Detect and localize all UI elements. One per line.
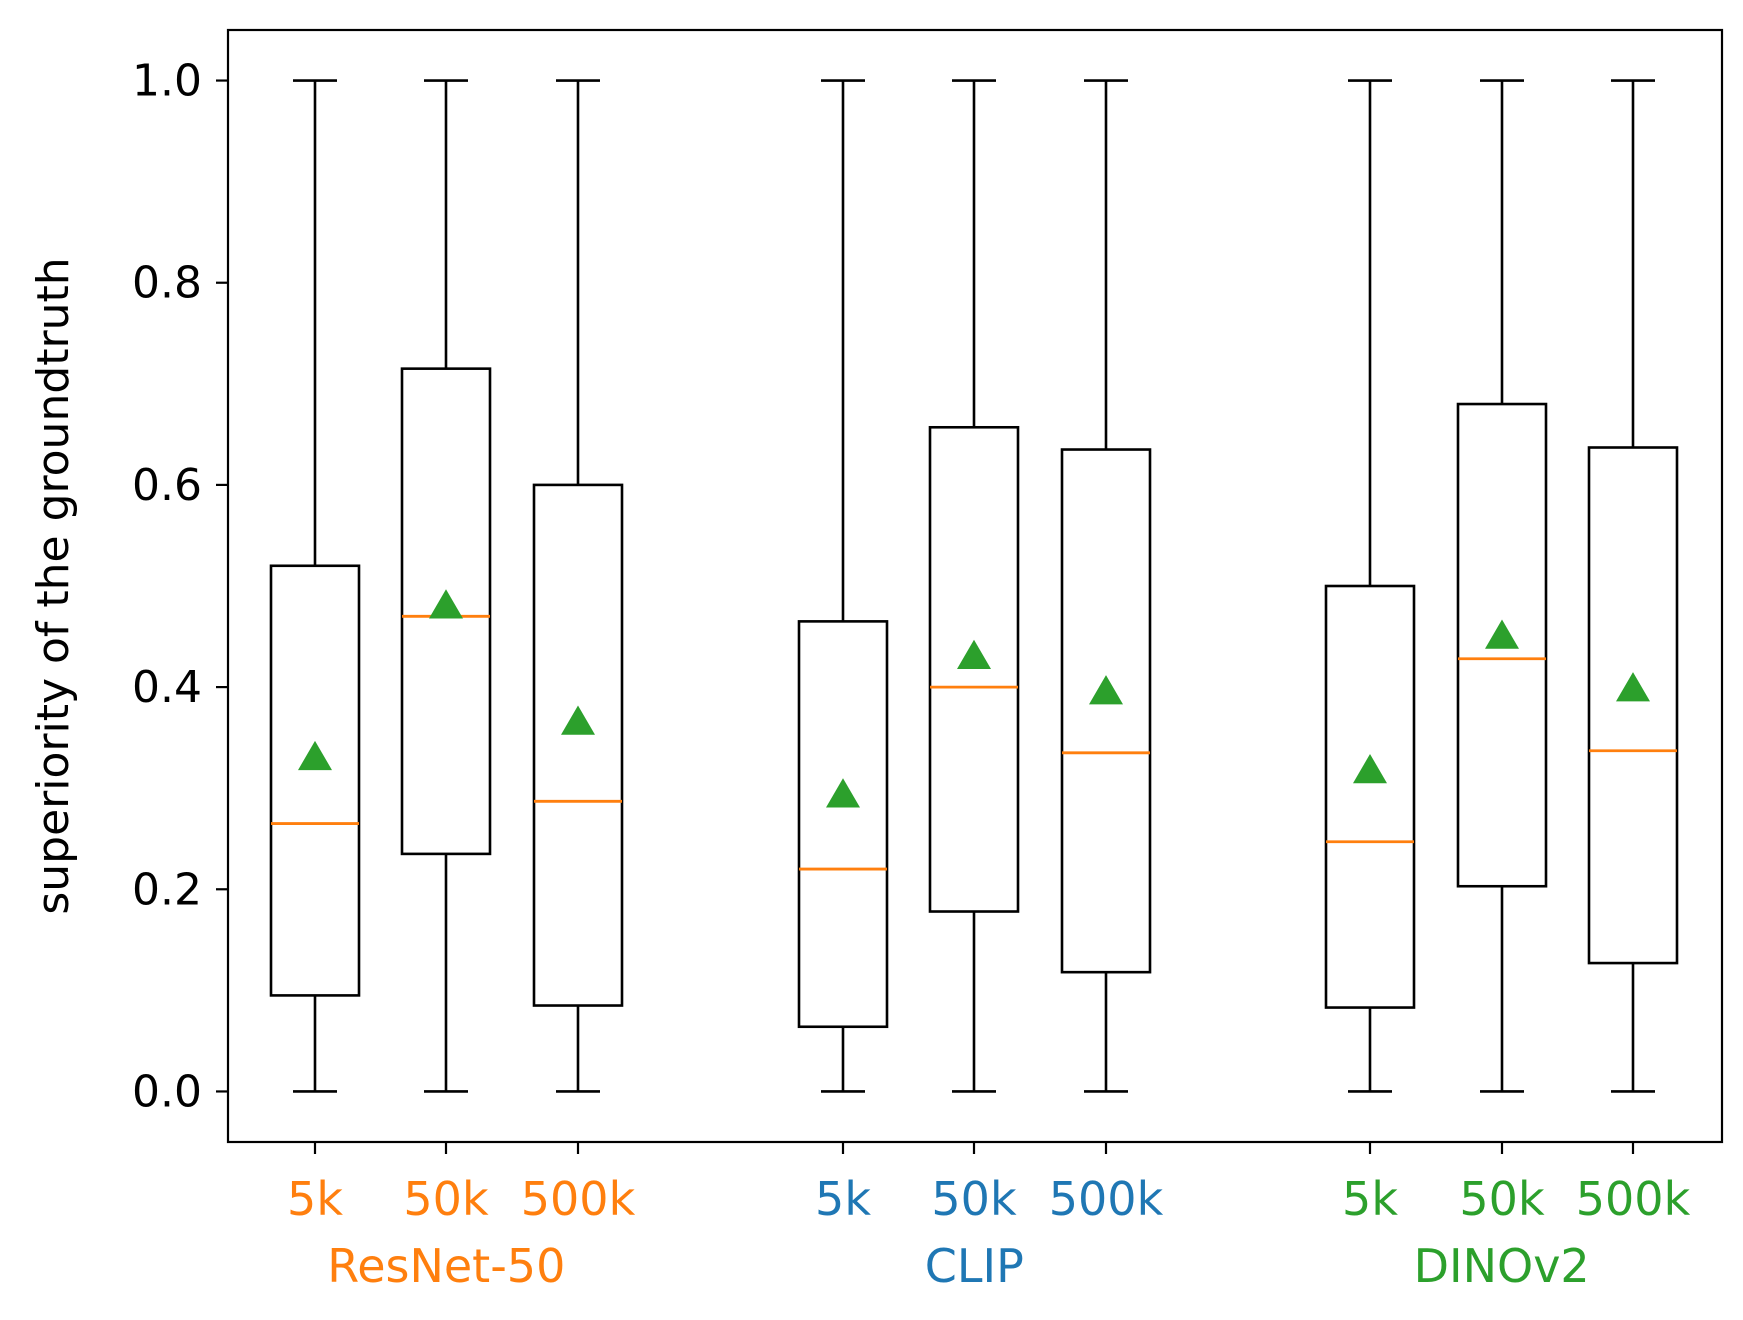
mean-marker [826, 778, 860, 808]
box-resnet-50-5k [269, 79, 361, 1093]
y-axis: 0.0 0.2 0.4 0.6 0.8 1.0 [132, 56, 228, 1117]
group-label: ResNet-50 [327, 1239, 565, 1293]
group-label: DINOv2 [1414, 1239, 1590, 1293]
y-tick-label: 0.4 [132, 662, 202, 713]
x-tick-label: 50k [403, 1172, 489, 1226]
box-iqr [1456, 402, 1548, 888]
box-iqr [1324, 584, 1416, 1009]
x-tick-label: 500k [521, 1172, 636, 1226]
mean-marker [429, 589, 463, 619]
y-tick-label: 1.0 [132, 56, 202, 107]
box-resnet-50-50k [400, 79, 492, 1093]
box-dinov2-50k [1456, 79, 1548, 1093]
x-tick-label: 50k [1459, 1172, 1545, 1226]
box-clip-5k [797, 79, 889, 1093]
box-dinov2-5k [1324, 79, 1416, 1093]
y-tick-label: 0.2 [132, 864, 202, 915]
x-tick-label: 500k [1576, 1172, 1691, 1226]
x-tick-label: 5k [1342, 1172, 1398, 1226]
y-tick-label: 0.0 [132, 1066, 202, 1117]
box-resnet-50-500k [532, 79, 624, 1093]
x-tick-label: 50k [931, 1172, 1017, 1226]
y-tick-label: 0.6 [132, 460, 202, 511]
mean-marker [1089, 675, 1123, 705]
box-iqr [797, 620, 889, 1029]
box-iqr [532, 483, 624, 1007]
box-dinov2-500k [1587, 79, 1679, 1093]
x-axis: 5k 50k 500k ResNet-50 5k 50k 500k CLIP 5k 50k 500k… [287, 1142, 1691, 1293]
mean-marker [1353, 753, 1387, 784]
plot-area [269, 79, 1679, 1093]
box-iqr [928, 425, 1020, 913]
box-iqr [269, 564, 361, 997]
mean-marker [298, 740, 332, 771]
mean-marker [1616, 672, 1650, 702]
y-tick-label: 0.8 [132, 258, 202, 309]
mean-marker [561, 705, 595, 735]
x-tick-label: 5k [815, 1172, 871, 1226]
box-iqr [1060, 448, 1152, 974]
mean-marker [957, 639, 991, 670]
x-tick-label: 5k [287, 1172, 343, 1226]
box-iqr [1587, 446, 1679, 965]
box-iqr [400, 367, 492, 856]
group-label: CLIP [925, 1239, 1024, 1293]
y-axis-label: superiority of the groundtruth [28, 257, 79, 914]
x-tick-label: 500k [1049, 1172, 1164, 1226]
box-clip-500k [1060, 79, 1152, 1093]
box-clip-50k [928, 79, 1020, 1093]
mean-marker [1485, 619, 1519, 649]
